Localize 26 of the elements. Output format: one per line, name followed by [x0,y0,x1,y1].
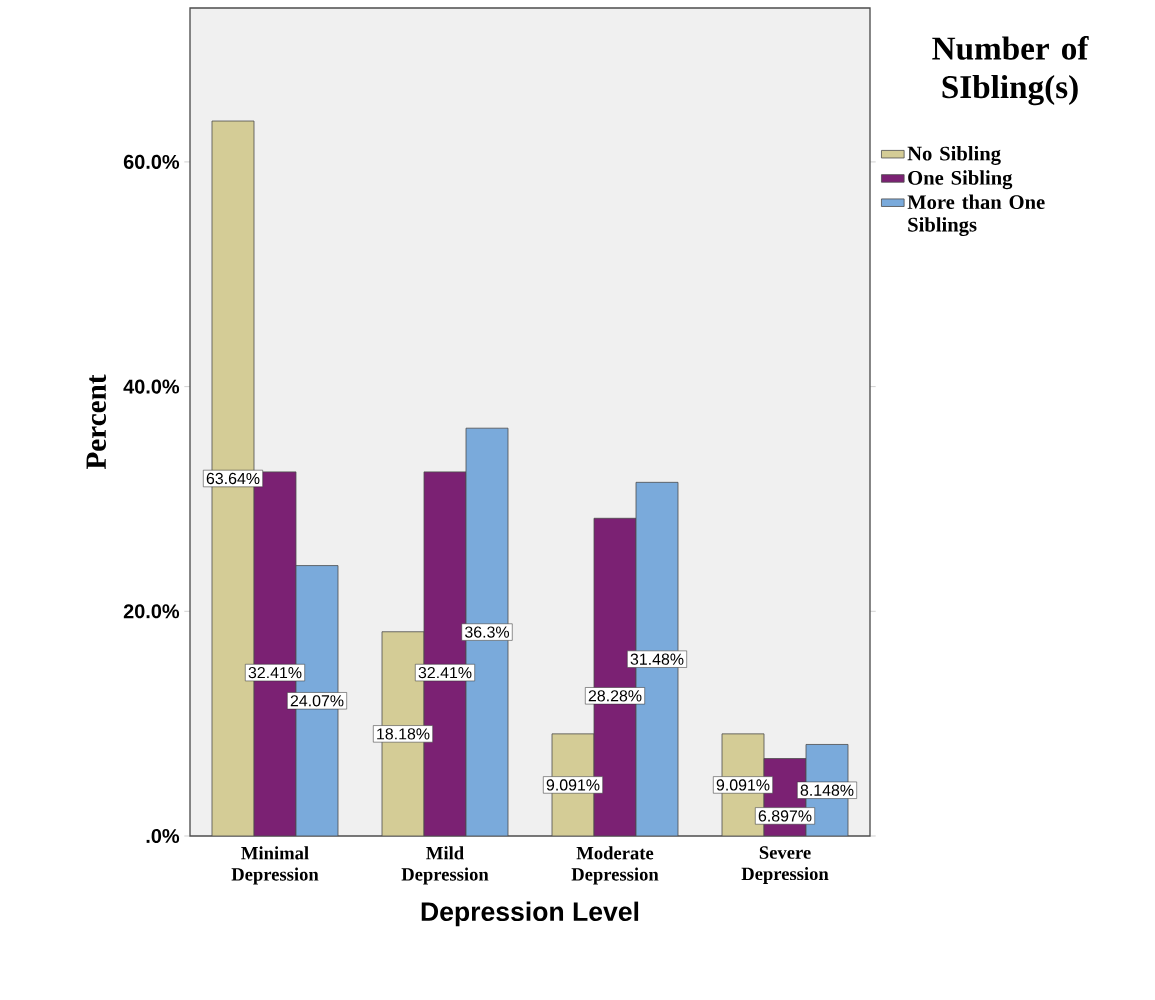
y-axis-title: Percent [86,374,107,470]
x-tick-label: Moderate Depression [571,846,659,885]
y-tick-label: 60.0% [123,154,180,169]
data-label: 32.41% [248,666,302,679]
y-tick-label: 40.0% [123,379,180,394]
data-label: 24.07% [290,695,344,707]
x-tick-label: Minimal Depression [231,846,319,885]
data-label: 8.148% [800,784,854,796]
data-label: 31.48% [630,653,684,665]
data-label: 18.18% [377,728,430,740]
data-label: 63.64% [206,472,260,485]
y-tick-label: .0% [146,828,180,844]
legend-label: One Sibling [908,170,1013,190]
data-label: 9.091% [716,779,770,791]
x-tick-label: Severe Depression [741,846,829,884]
y-tick-label: 20.0% [123,604,180,619]
data-label: 32.41% [418,666,472,679]
data-label: 9.091% [546,779,600,791]
data-label: 36.3% [465,626,510,638]
legend-title: Number of SIbling(s) [932,36,1089,106]
x-tick-label: Mild Depression [401,846,489,885]
data-label: 6.897% [758,810,812,822]
data-label: 28.28% [588,690,642,702]
x-axis-title: Depression Level [421,901,639,927]
legend-label: No Sibling [907,146,1001,165]
legend-label: More than One Siblings [907,194,1045,236]
